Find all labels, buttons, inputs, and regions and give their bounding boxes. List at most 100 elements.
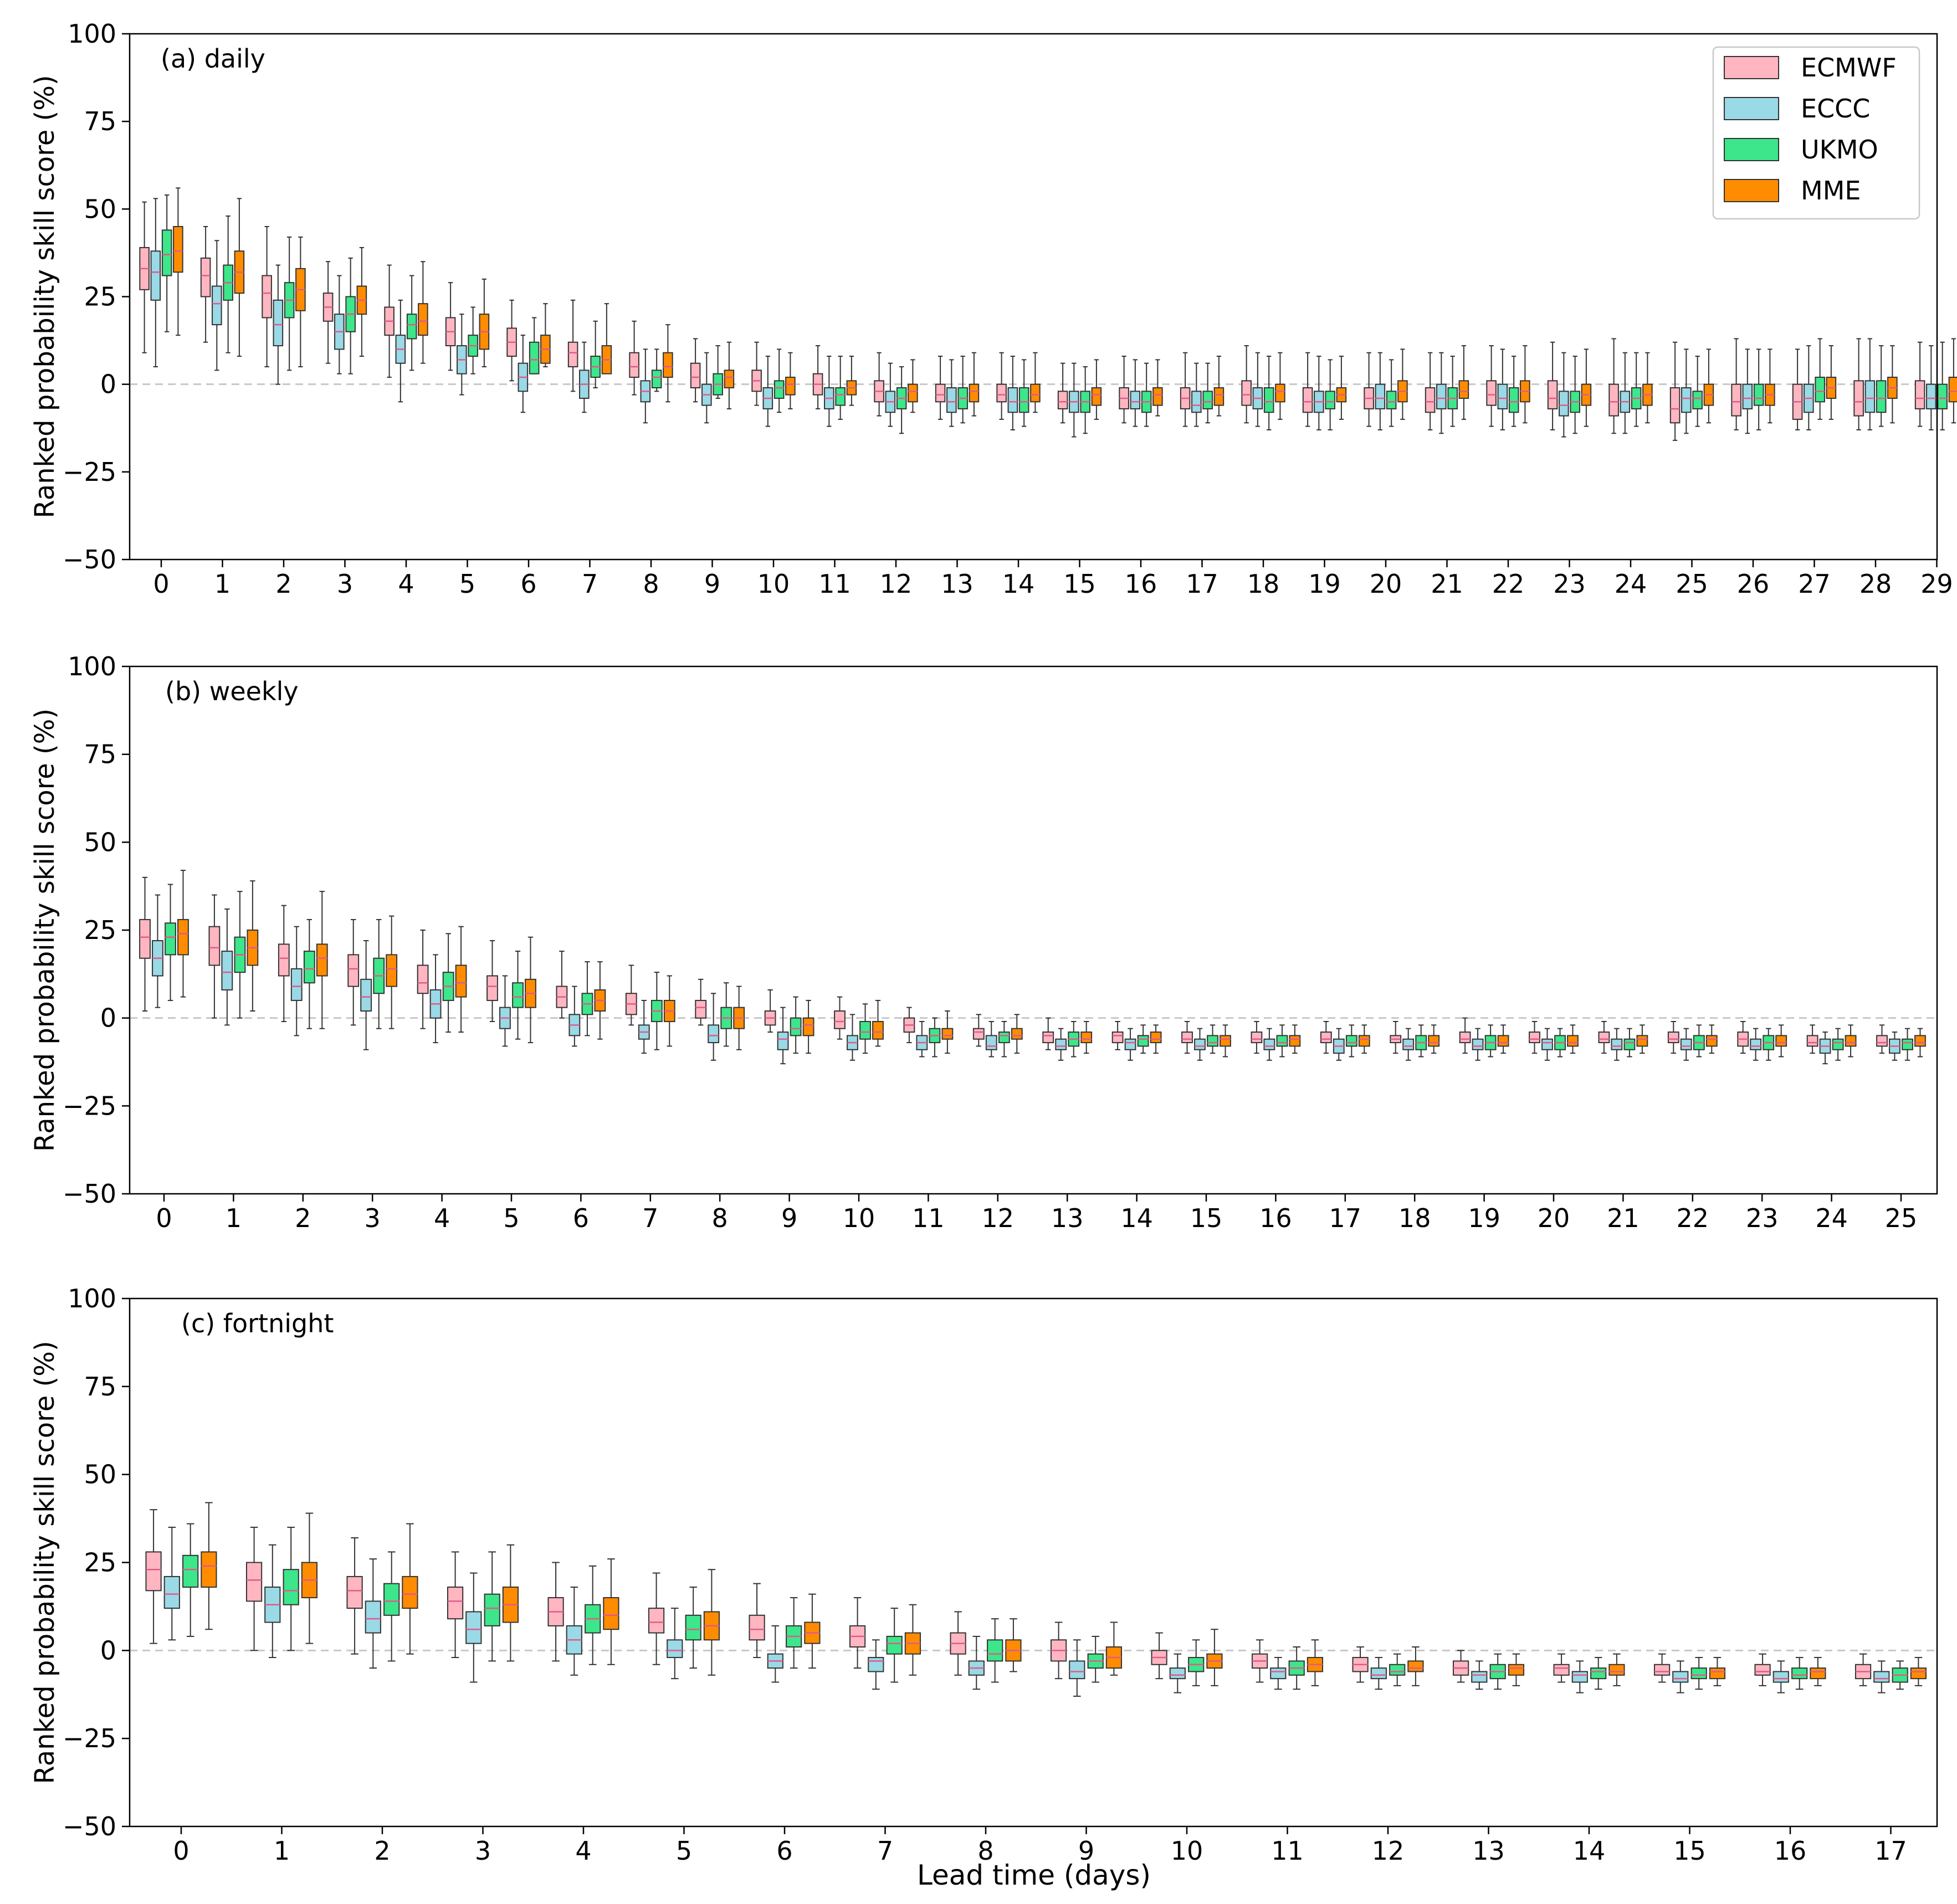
box-ukmo-0: [161, 194, 172, 332]
box-mme-17: [1358, 1024, 1370, 1054]
box-ukmo-15: [1690, 1657, 1707, 1690]
box-iqr: [1508, 1664, 1525, 1676]
box-ecmwf-8: [629, 320, 639, 396]
box-mme-12: [1011, 1014, 1023, 1054]
box-mme-4: [455, 926, 467, 1033]
y-tick-label: −25: [63, 1091, 116, 1121]
box-mme-28: [1887, 345, 1898, 424]
box-iqr: [1320, 1031, 1332, 1044]
box-mme-23: [1581, 348, 1592, 427]
box-mme-9: [724, 341, 735, 409]
box-ecmwf-13: [935, 356, 946, 420]
box-mme-1: [301, 1512, 318, 1644]
box-iqr: [290, 968, 303, 1001]
box-eccc-9: [1069, 1639, 1085, 1697]
box-ecmwf-11: [1251, 1639, 1268, 1683]
box-iqr: [663, 352, 673, 378]
box-eccc-15: [1672, 1660, 1689, 1693]
box-mme-14: [1030, 352, 1041, 413]
x-tick-label: 11: [912, 1203, 945, 1233]
box-mme-3: [386, 915, 398, 1029]
x-tick-label: 1: [226, 1203, 242, 1233]
box-iqr: [150, 250, 161, 301]
x-tick-label: 13: [1472, 1836, 1505, 1866]
box-iqr: [834, 1010, 846, 1029]
box-mme-12: [908, 359, 918, 413]
y-tick-label: 0: [100, 1003, 116, 1033]
box-ecmwf-23: [1547, 341, 1558, 430]
box-iqr: [1873, 1671, 1890, 1683]
box-iqr: [648, 1608, 665, 1634]
x-tick-label: 3: [337, 569, 353, 599]
box-eccc-20: [1541, 1028, 1553, 1061]
box-ecmwf-3: [322, 261, 334, 364]
panel-label: (b) weekly: [165, 676, 299, 706]
box-iqr: [1080, 1031, 1093, 1044]
box-iqr: [1541, 1038, 1553, 1050]
box-iqr: [1275, 383, 1285, 403]
box-ukmo-7: [886, 1608, 903, 1683]
legend-swatch-ukmo: [1724, 138, 1779, 161]
box-iqr: [1876, 1035, 1888, 1047]
box-ukmo-22: [1693, 1024, 1705, 1058]
x-tick-label: 20: [1370, 569, 1402, 599]
box-ecmwf-10: [834, 996, 846, 1040]
box-ukmo-11: [1288, 1646, 1305, 1690]
box-iqr: [1553, 1664, 1570, 1676]
box-ukmo-5: [468, 306, 478, 374]
box-mme-5: [525, 936, 536, 1044]
box-iqr: [1690, 1667, 1707, 1680]
box-ukmo-13: [1068, 1021, 1080, 1058]
box-iqr: [1529, 1031, 1540, 1044]
x-tick-label: 16: [1259, 1203, 1292, 1233]
box-mme-16: [1810, 1657, 1826, 1686]
box-eccc-17: [1873, 1660, 1890, 1693]
box-iqr: [303, 951, 315, 984]
box-iqr: [1220, 1035, 1231, 1047]
box-eccc-4: [429, 954, 442, 1044]
box-iqr: [946, 387, 957, 413]
x-tick-label: 13: [941, 569, 974, 599]
x-tick-label: 9: [1078, 1836, 1094, 1866]
x-tick-label: 26: [1737, 569, 1770, 599]
box-ecmwf-1: [245, 1526, 263, 1651]
y-tick-label: −25: [63, 457, 116, 487]
box-iqr: [145, 1551, 162, 1592]
box-iqr: [221, 951, 233, 991]
panel-label: (c) fortnight: [181, 1308, 334, 1338]
box-iqr: [1902, 1038, 1913, 1050]
box-ukmo-24: [1832, 1028, 1844, 1061]
y-tick-label: 75: [84, 740, 116, 769]
x-tick-label: 10: [843, 1203, 875, 1233]
x-tick-label: 7: [582, 569, 598, 599]
x-tick-label: 9: [781, 1203, 797, 1233]
box-iqr: [447, 1586, 464, 1620]
box-iqr: [1471, 1671, 1488, 1683]
box-ecmwf-8: [695, 978, 707, 1026]
x-tick-label: 29: [1920, 569, 1953, 599]
box-iqr: [1124, 1038, 1136, 1050]
box-iqr: [1425, 387, 1436, 413]
box-iqr: [935, 383, 946, 403]
x-tick-label: 0: [156, 1203, 172, 1233]
box-ukmo-16: [1276, 1024, 1288, 1058]
box-ukmo-6: [581, 961, 593, 1036]
x-tick-label: 21: [1431, 569, 1463, 599]
box-ecmwf-20: [1529, 1021, 1540, 1054]
box-iqr: [1263, 1038, 1275, 1050]
box-mme-18: [1428, 1024, 1440, 1054]
box-mme-17: [1213, 356, 1225, 417]
box-iqr: [1375, 383, 1386, 409]
box-ecmwf-12: [972, 1014, 985, 1047]
legend-swatch-eccc: [1724, 97, 1779, 120]
box-ukmo-11: [929, 1017, 941, 1058]
box-iqr: [1213, 387, 1225, 406]
x-tick-label: 15: [1063, 569, 1096, 599]
box-ukmo-3: [345, 257, 356, 374]
box-eccc-10: [847, 1014, 858, 1061]
box-ecmwf-2: [262, 225, 272, 368]
box-iqr: [1853, 380, 1864, 417]
y-tick-label: 50: [84, 194, 116, 224]
x-tick-label: 2: [374, 1836, 390, 1866]
box-eccc-14: [1571, 1660, 1588, 1693]
